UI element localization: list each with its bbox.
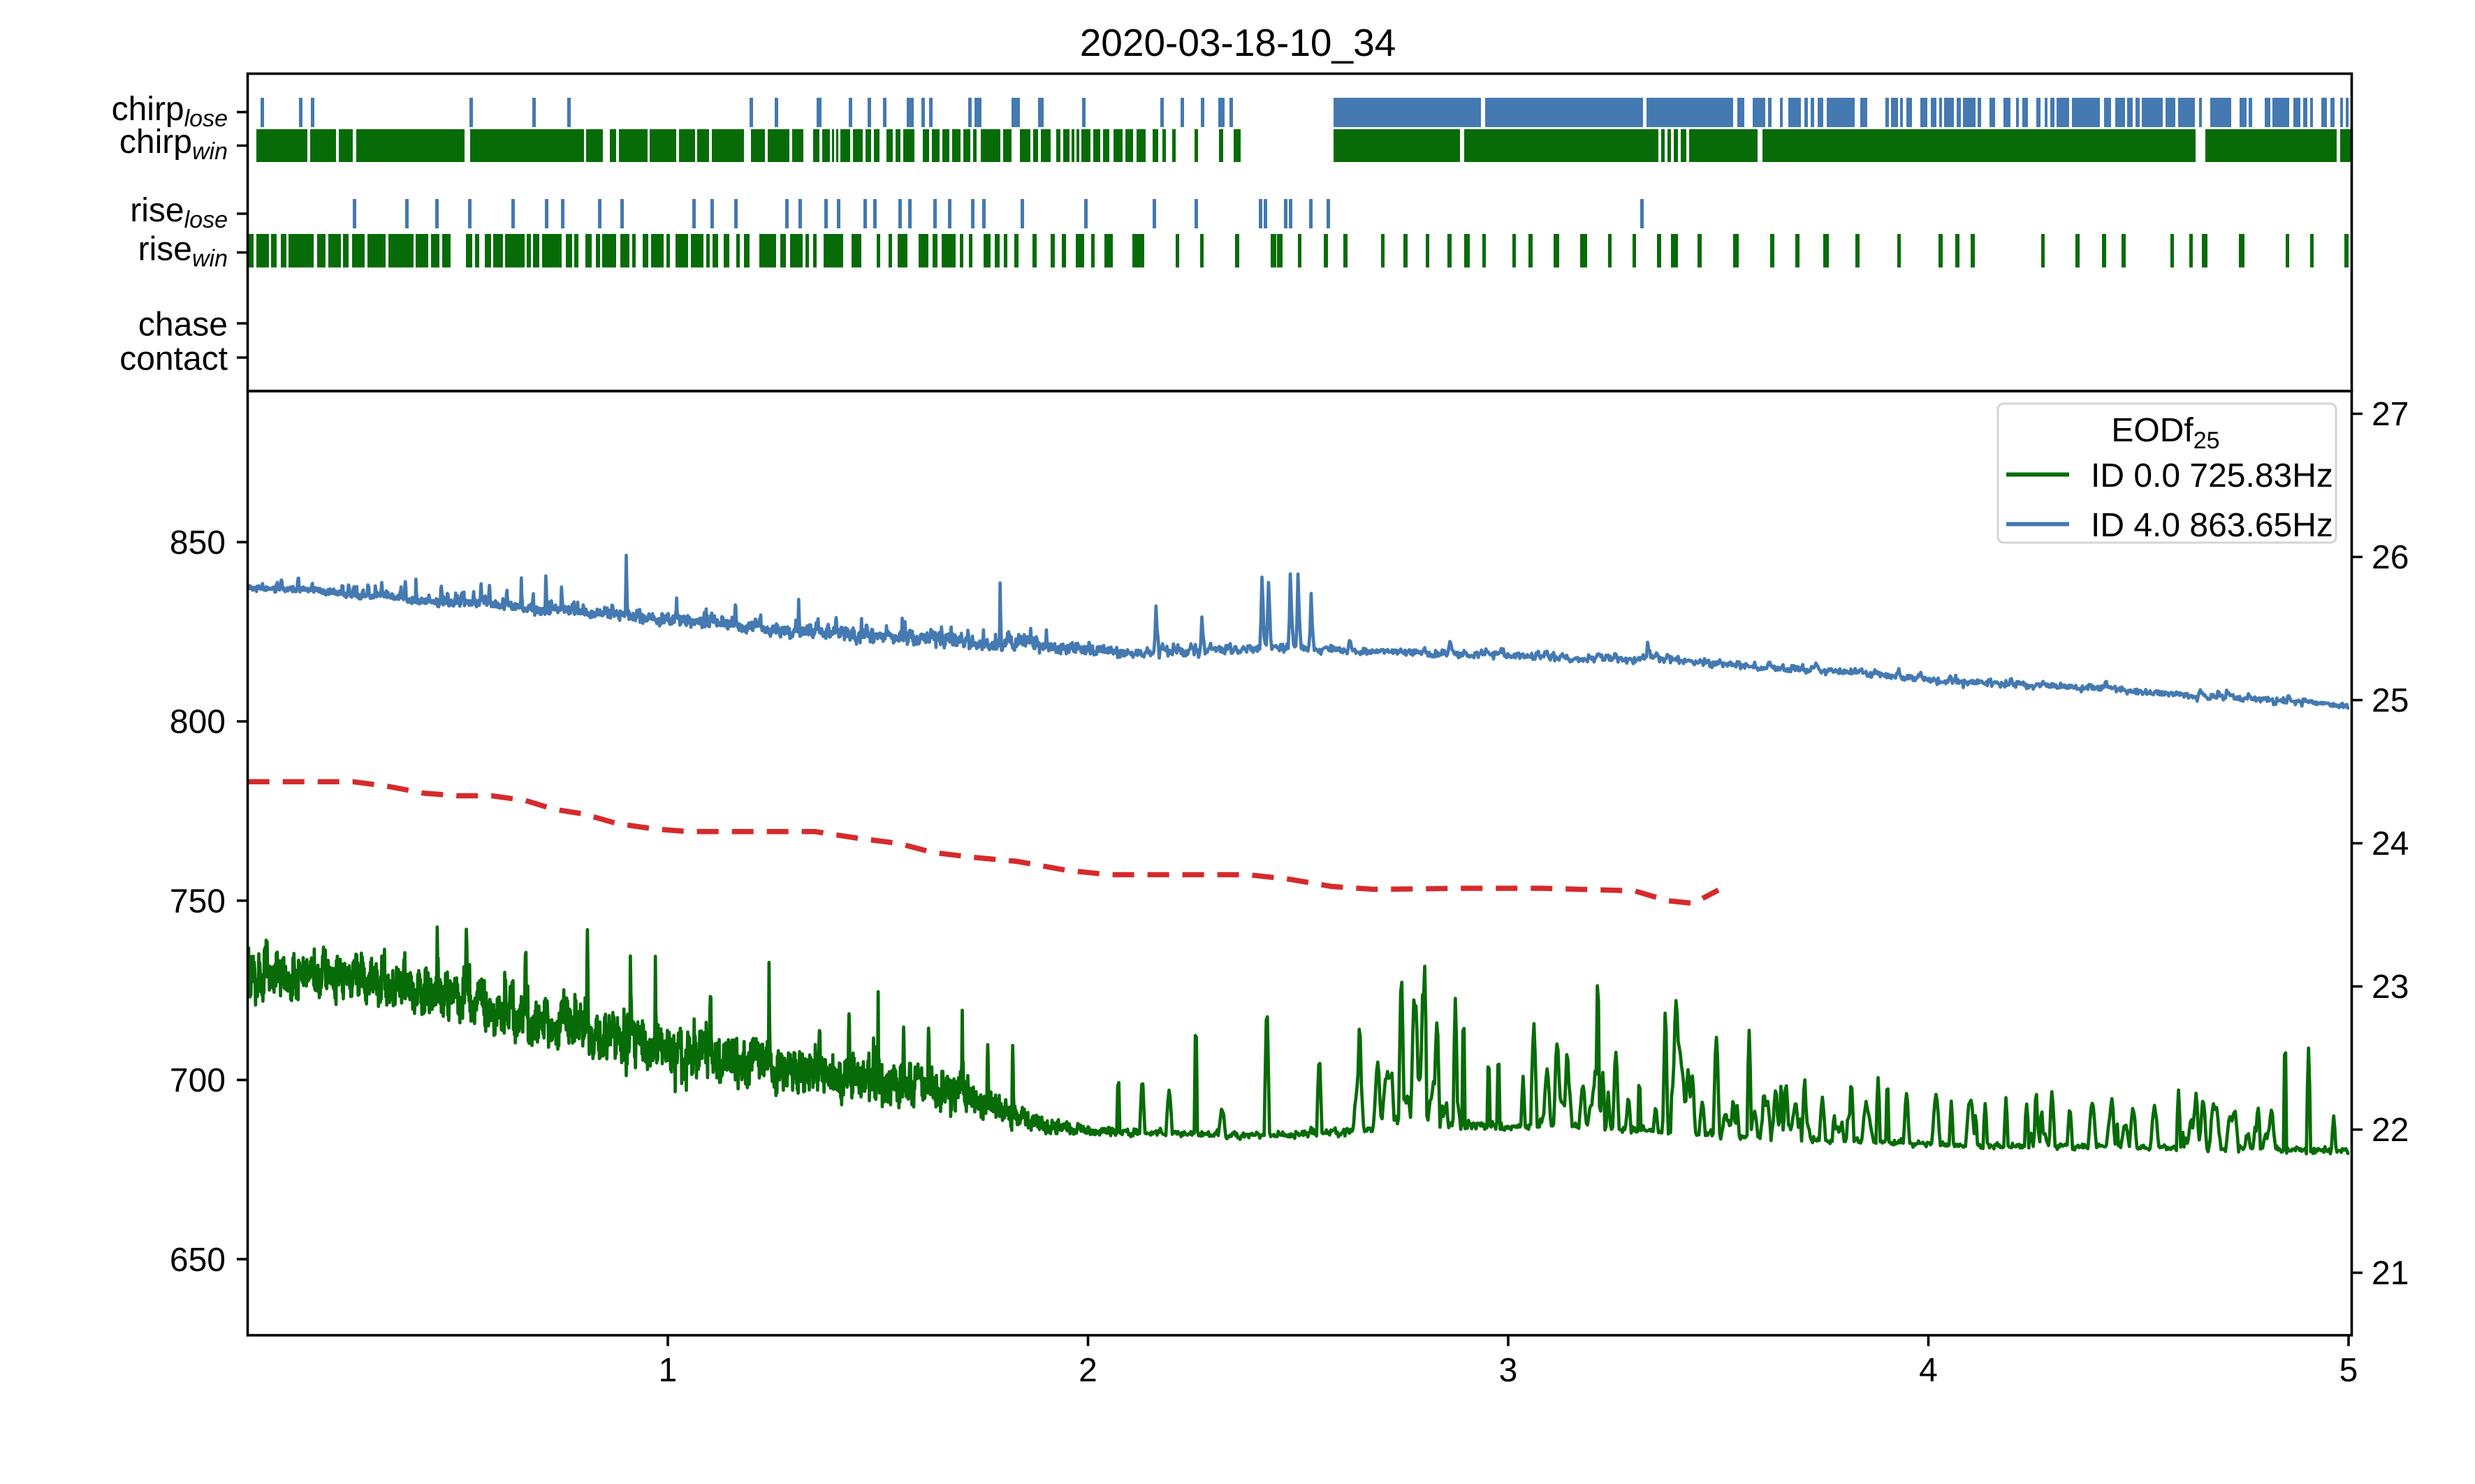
svg-text:4: 4 xyxy=(1919,1352,1938,1389)
svg-text:26: 26 xyxy=(2372,539,2409,576)
svg-text:24: 24 xyxy=(2372,825,2409,862)
svg-text:22: 22 xyxy=(2372,1112,2409,1149)
svg-text:5: 5 xyxy=(2339,1352,2358,1389)
svg-text:800: 800 xyxy=(170,704,226,741)
svg-text:1: 1 xyxy=(659,1352,678,1389)
svg-text:21: 21 xyxy=(2372,1255,2409,1292)
svg-text:EODf25: EODf25 xyxy=(2111,412,2219,454)
svg-text:ID 4.0 863.65Hz: ID 4.0 863.65Hz xyxy=(2091,507,2333,544)
svg-text:contact: contact xyxy=(119,341,228,378)
svg-text:chase: chase xyxy=(138,307,228,344)
svg-text:650: 650 xyxy=(170,1242,226,1279)
svg-text:chirpwin: chirpwin xyxy=(119,124,228,165)
svg-text:850: 850 xyxy=(170,524,226,561)
svg-text:700: 700 xyxy=(170,1062,226,1099)
svg-text:2020-03-18-10_34: 2020-03-18-10_34 xyxy=(1080,21,1396,64)
svg-text:25: 25 xyxy=(2372,682,2409,719)
svg-text:2: 2 xyxy=(1079,1352,1097,1389)
svg-text:3: 3 xyxy=(1499,1352,1518,1389)
svg-text:750: 750 xyxy=(170,883,226,920)
svg-text:23: 23 xyxy=(2372,969,2409,1006)
svg-text:27: 27 xyxy=(2372,396,2409,433)
svg-text:ID 0.0 725.83Hz: ID 0.0 725.83Hz xyxy=(2091,457,2333,494)
